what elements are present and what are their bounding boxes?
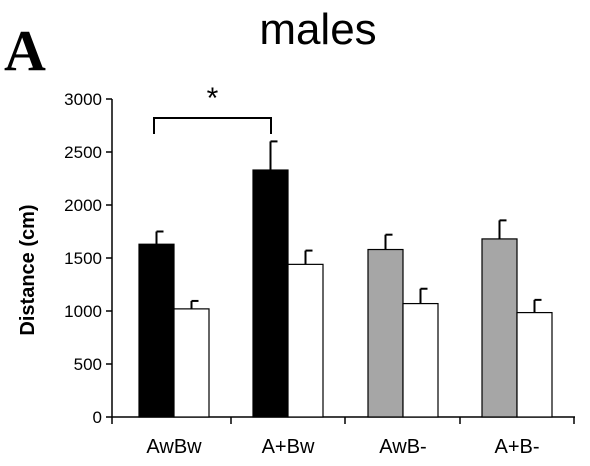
bar: [252, 169, 289, 418]
bar: [287, 263, 324, 418]
y-tick-label: 2500: [64, 143, 102, 162]
bar: [481, 238, 518, 418]
bar: [367, 248, 404, 418]
bar: [138, 243, 175, 418]
panel-label: A: [4, 18, 46, 83]
y-tick-label: 2000: [64, 196, 102, 215]
significance-bracket: [153, 117, 272, 134]
bar: [173, 308, 210, 418]
significance-star: *: [207, 82, 219, 115]
y-tick-label: 0: [93, 408, 102, 427]
plot-area: 0 500 1000 1500 2000 2500 3000 AwBw A+Bw AwB- A+B-…: [64, 82, 575, 458]
y-axis-label: Distance (cm): [17, 204, 39, 335]
y-tick-label: 3000: [64, 90, 102, 109]
y-tick-label: 1500: [64, 249, 102, 268]
y-tick-label: 500: [74, 355, 102, 374]
x-tick-label: A+Bw: [262, 436, 315, 458]
x-tick-label: A+B-: [494, 436, 539, 458]
bar: [516, 311, 553, 418]
x-tick-label: AwB-: [379, 436, 426, 458]
bar: [402, 302, 439, 418]
x-tick-label: AwBw: [146, 436, 202, 458]
chart-title: males: [259, 5, 376, 54]
y-tick-label: 1000: [64, 302, 102, 321]
